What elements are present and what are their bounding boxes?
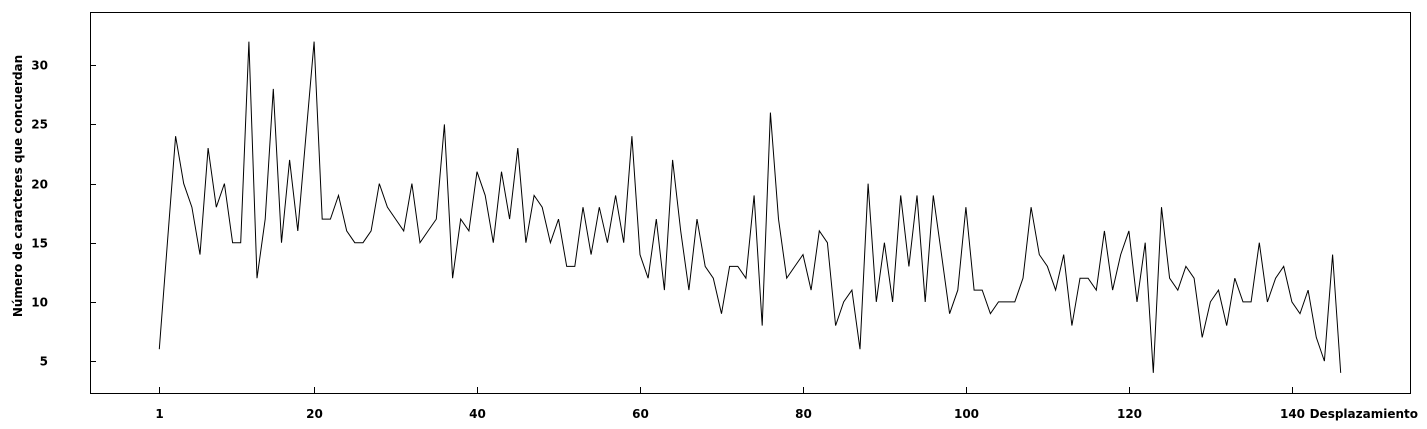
y-tick-label: 20 bbox=[31, 178, 48, 192]
x-axis-ticks: 1 20 40 60 80 100 120 140 bbox=[155, 387, 1305, 421]
plot-frame bbox=[90, 12, 1411, 394]
x-tick-label: 20 bbox=[306, 407, 323, 421]
x-tick-label: 60 bbox=[632, 407, 649, 421]
y-tick-label: 15 bbox=[31, 237, 48, 251]
x-tick-label: 100 bbox=[954, 407, 979, 421]
y-tick-label: 25 bbox=[31, 118, 48, 132]
x-axis-title: Desplazamiento bbox=[1310, 407, 1418, 421]
y-axis-ticks: 5 10 15 20 25 30 bbox=[31, 59, 96, 369]
x-tick-label: 120 bbox=[1117, 407, 1142, 421]
y-tick-label: 30 bbox=[31, 59, 48, 73]
series-line bbox=[158, 41, 1342, 373]
y-axis-title: Número de caracteres que concuerdan bbox=[11, 55, 25, 317]
x-tick-label: 1 bbox=[155, 407, 163, 421]
x-tick-label: 40 bbox=[469, 407, 486, 421]
x-tick-label: 140 bbox=[1280, 407, 1305, 421]
x-tick-label: 80 bbox=[795, 407, 812, 421]
y-tick-label: 10 bbox=[31, 296, 48, 310]
y-tick-label: 5 bbox=[40, 355, 48, 369]
